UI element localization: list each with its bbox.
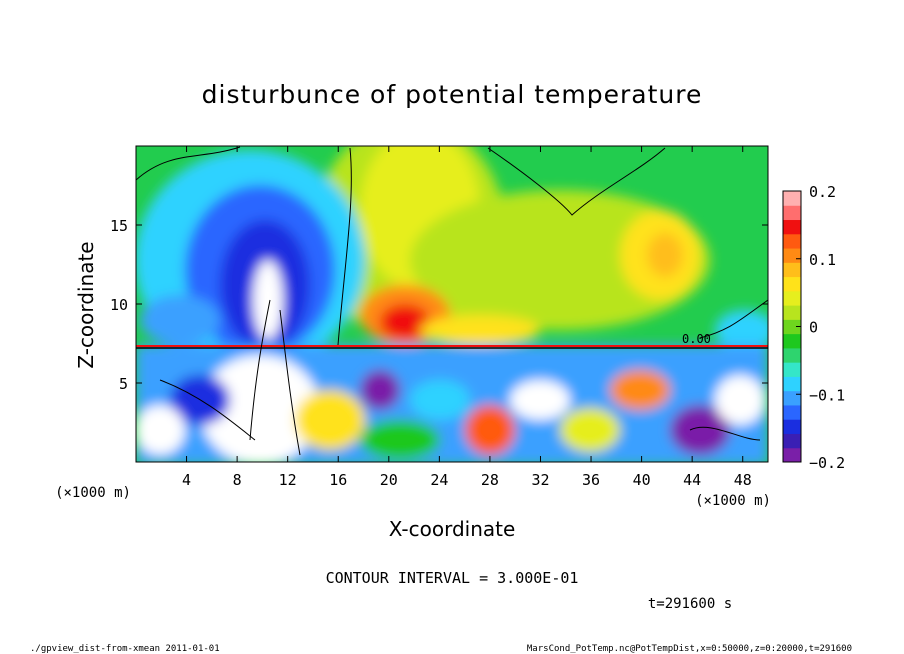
colorbar-swatch <box>783 447 801 463</box>
heatmap-field <box>136 146 768 462</box>
colorbar-ticks: 0.2 0.1 0 −0.1 −0.2 <box>796 183 845 472</box>
colorbar-tick-label: −0.1 <box>809 386 845 404</box>
colorbar-swatch <box>783 347 801 363</box>
colorbar-tick-label: 0.2 <box>809 183 836 201</box>
colorbar-swatch <box>783 376 801 392</box>
y-axis-ticks: 5 10 15 <box>110 217 768 393</box>
x-tick-label: 20 <box>380 471 398 489</box>
colorbar-tick-label: −0.2 <box>809 454 845 472</box>
y-axis-unit: (×1000 m) <box>55 485 131 501</box>
colorbar-swatch <box>783 333 801 349</box>
x-tick-label: 48 <box>734 471 752 489</box>
colorbar-swatch <box>783 219 801 235</box>
colorbar-swatch <box>783 191 801 206</box>
colorbar-swatch <box>783 390 801 406</box>
plot-area: 0.00 <box>136 146 768 462</box>
colorbar-swatch <box>783 362 801 377</box>
x-tick-label: 40 <box>633 471 651 489</box>
x-tick-label: 32 <box>531 471 549 489</box>
colorbar-swatch <box>783 233 801 249</box>
colorbar-swatch <box>783 248 801 263</box>
x-tick-label: 44 <box>683 471 701 489</box>
chart-title: disturbunce of potential temperature <box>202 80 703 109</box>
colorbar-swatch <box>783 305 801 320</box>
contour-lines <box>136 146 768 456</box>
colorbar-swatch <box>783 276 801 292</box>
colorbar-swatch <box>783 290 801 306</box>
x-tick-label: 28 <box>481 471 499 489</box>
colorbar-swatch <box>783 205 801 221</box>
colorbar-swatch <box>783 433 801 449</box>
colorbar-swatch <box>783 262 801 278</box>
y-axis-label: Z-coordinate <box>74 241 98 368</box>
x-axis-label: X-coordinate <box>389 517 516 541</box>
x-tick-label: 24 <box>430 471 448 489</box>
footer-left: ./gpview_dist-from-xmean 2011-01-01 <box>30 644 220 654</box>
x-axis-unit: (×1000 m) <box>695 493 771 509</box>
x-axis-ticks: 4 8 12 16 20 24 28 32 36 40 44 48 <box>182 146 752 489</box>
colorbar-swatch <box>783 404 801 420</box>
x-tick-label: 16 <box>329 471 347 489</box>
footer-right: MarsCond_PotTemp.nc@PotTempDist,x=0:5000… <box>527 644 852 654</box>
x-tick-label: 4 <box>182 471 191 489</box>
y-tick-label: 15 <box>110 217 128 235</box>
time-label: t=291600 s <box>648 596 732 612</box>
x-tick-label: 12 <box>279 471 297 489</box>
x-tick-label: 8 <box>233 471 242 489</box>
contour-interval: CONTOUR INTERVAL = 3.000E-01 <box>326 569 579 587</box>
colorbar-tick-label: 0.1 <box>809 251 836 269</box>
y-tick-label: 5 <box>119 375 128 393</box>
contour-label: 0.00 <box>682 332 711 346</box>
colorbar-swatch <box>783 419 801 434</box>
colorbar-swatch <box>783 319 801 335</box>
colorbar <box>782 190 802 463</box>
colorbar-tick-label: 0 <box>809 319 818 337</box>
x-tick-label: 36 <box>582 471 600 489</box>
y-tick-label: 10 <box>110 296 128 314</box>
